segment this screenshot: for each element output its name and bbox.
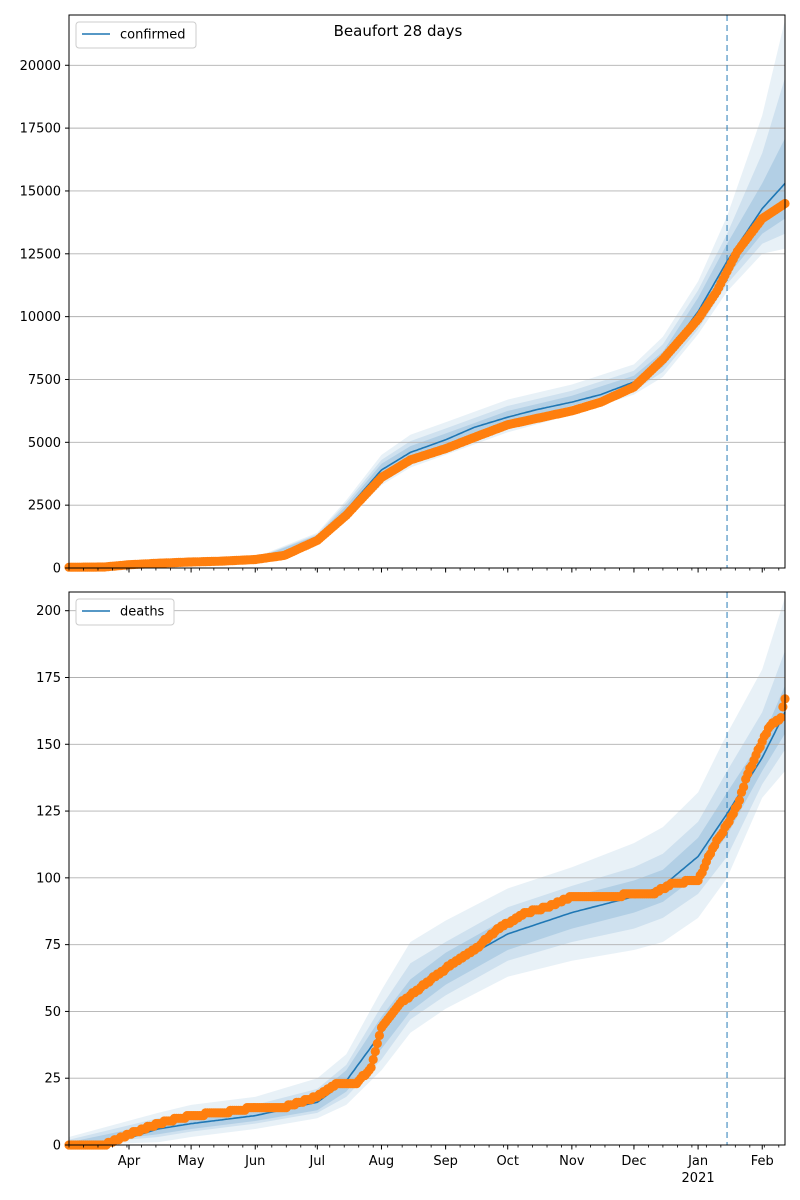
x-tick-label: Aug — [369, 1154, 394, 1169]
observed-point — [370, 1046, 380, 1057]
confirmed-axes: 0 2500 5000 7500 10000 12500 15000 17500 20000 — [20, 14, 786, 577]
confirmed-panel: 0 2500 5000 7500 10000 12500 15000 17500 20000 c… — [20, 14, 790, 577]
observed-point — [739, 782, 749, 792]
y-tick-label: 17500 — [20, 122, 61, 137]
y-tick-label: 20000 — [20, 59, 61, 74]
observed-point — [374, 1030, 384, 1041]
y-tick-label: 12500 — [20, 247, 61, 262]
plot-frame — [68, 14, 786, 569]
y-tick-label: 7500 — [28, 373, 61, 388]
deaths-axes: 0 25 50 75 100 125 150 175 200 Apr May Jun Jul Aug Sep… — [36, 591, 786, 1186]
legend-label-deaths: deaths — [120, 605, 165, 620]
y-tick-label: 125 — [36, 805, 61, 820]
x-tick-label: Apr — [118, 1154, 141, 1169]
y-tick-label: 200 — [36, 604, 61, 619]
x-tick-label: Jun — [244, 1154, 265, 1169]
y-tick-label: 100 — [36, 871, 61, 886]
confirmed-series — [64, 15, 790, 572]
x-tick-label: Sep — [433, 1154, 458, 1169]
observed-point — [734, 795, 745, 806]
observed-point — [776, 713, 786, 723]
x-tick-sublabel: 2021 — [682, 1171, 715, 1186]
observed-point — [368, 1054, 378, 1065]
deaths-legend: deaths — [75, 598, 175, 626]
y-tick-label: 50 — [44, 1005, 61, 1020]
y-tick-label: 5000 — [28, 436, 61, 451]
x-tick-label: Jul — [308, 1154, 325, 1169]
x-tick-label: Jan — [687, 1154, 708, 1169]
observed-point — [778, 702, 788, 712]
x-tick-label: Feb — [751, 1154, 774, 1169]
uncertainty-band-1 — [69, 597, 785, 1145]
legend-box — [75, 598, 175, 626]
deaths-panel: 0 25 50 75 100 125 150 175 200 Apr May Jun Jul Aug Sep… — [36, 591, 790, 1186]
y-tick-label: 150 — [36, 738, 61, 753]
legend-box — [75, 21, 197, 49]
observed-point — [372, 1038, 382, 1049]
y-tick-label: 175 — [36, 671, 61, 686]
x-tick-label: Nov — [559, 1154, 585, 1169]
x-tick-label: May — [178, 1154, 205, 1169]
y-tick-label: 75 — [44, 938, 61, 953]
legend-label-confirmed: confirmed — [120, 28, 186, 43]
plot-frame — [68, 591, 786, 1146]
chart-title: Beaufort 28 days — [334, 22, 463, 40]
x-tick-label: Oct — [496, 1154, 518, 1169]
y-tick-label: 0 — [53, 1139, 61, 1154]
x-tick-label: Dec — [621, 1154, 646, 1169]
confirmed-legend: confirmed — [75, 21, 197, 49]
observed-point — [366, 1062, 376, 1073]
y-tick-label: 10000 — [20, 310, 61, 325]
y-tick-label: 15000 — [20, 184, 61, 199]
y-tick-label: 0 — [53, 562, 61, 577]
y-tick-label: 25 — [44, 1072, 61, 1087]
deaths-series — [64, 592, 790, 1150]
y-tick-label: 2500 — [28, 499, 61, 514]
